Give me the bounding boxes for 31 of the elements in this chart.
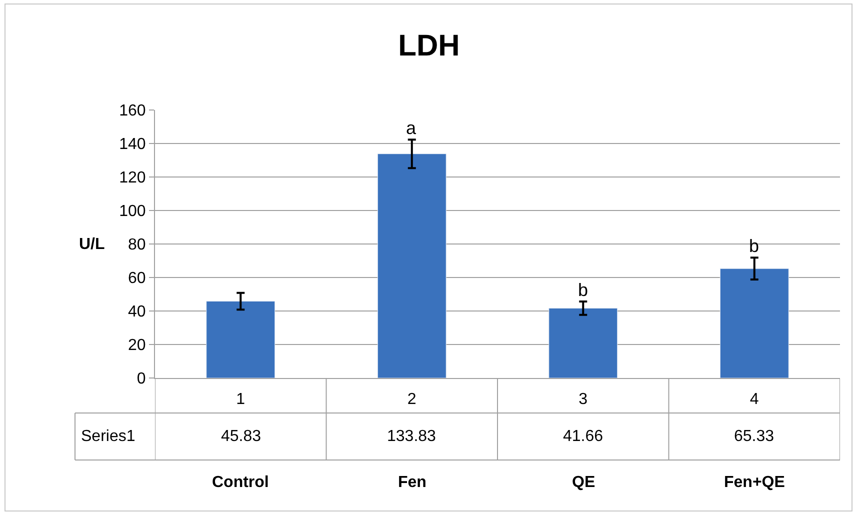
text: Series1: [81, 428, 136, 445]
x-tick-label: 1: [236, 391, 246, 408]
y-tick-label: 80: [128, 236, 146, 254]
text: QE: [572, 474, 596, 491]
bar: [377, 154, 446, 378]
bar: [720, 268, 789, 378]
data-label: 45.83: [221, 428, 262, 445]
y-tick-label: 140: [119, 136, 146, 154]
data-label: 41.66: [563, 428, 604, 445]
y-tick-label: 120: [119, 170, 146, 187]
y-tick-label: 20: [128, 337, 146, 354]
y-tick-label: 100: [119, 203, 146, 220]
x-tick-label: 2: [407, 391, 416, 408]
text: Fen: [398, 474, 426, 491]
x-tick-label: 4: [750, 391, 759, 408]
bar: [206, 300, 276, 378]
data-label: 133.83: [387, 428, 436, 445]
bar: [548, 308, 618, 378]
x-tick-label: 3: [578, 391, 588, 408]
text: Fen+QE: [724, 474, 786, 491]
data-label: 65.33: [734, 428, 774, 445]
y-tick-label: 40: [128, 304, 146, 321]
annotation: b: [578, 280, 588, 300]
annotation: b: [749, 236, 760, 256]
y-axis-title: U/L: [79, 236, 105, 253]
annotation: a: [406, 118, 417, 138]
y-tick-label: 0: [136, 370, 146, 388]
chart-title: LDH: [398, 30, 460, 62]
y-tick-label: 60: [128, 270, 146, 288]
y-tick-label: 160: [119, 102, 146, 120]
text: Control: [212, 474, 269, 491]
